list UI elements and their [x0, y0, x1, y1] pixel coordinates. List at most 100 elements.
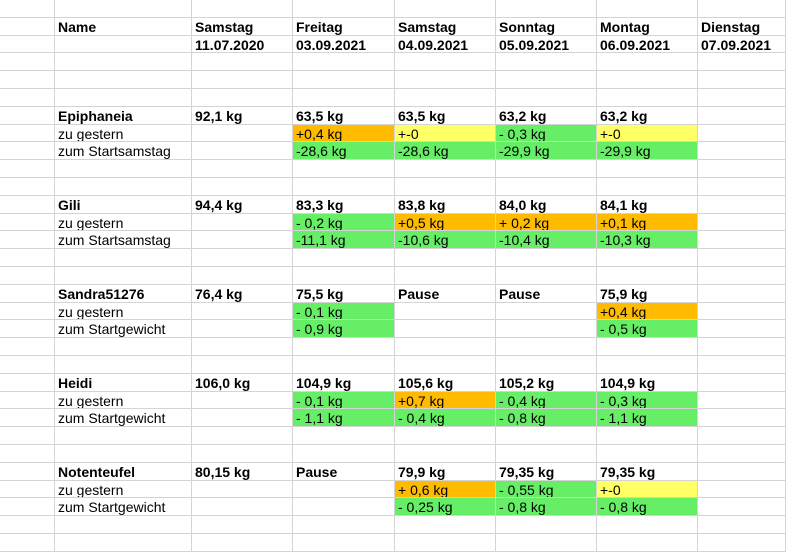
empty-cell[interactable] [395, 160, 496, 178]
weight-value[interactable] [698, 285, 786, 303]
empty-cell[interactable] [395, 445, 496, 463]
empty-cell[interactable] [698, 338, 786, 356]
weight-value[interactable]: 63,2 kg [496, 107, 597, 125]
header-day[interactable]: Freitag [293, 18, 395, 36]
weight-value[interactable]: 63,5 kg [293, 107, 395, 125]
empty-cell[interactable] [0, 160, 55, 178]
empty-cell[interactable] [698, 427, 786, 445]
empty-cell[interactable] [192, 0, 293, 18]
weight-value[interactable]: 105,6 kg [395, 374, 496, 392]
empty-cell[interactable] [597, 534, 698, 552]
start-weight[interactable]: 106,0 kg [192, 374, 293, 392]
total-value[interactable] [698, 409, 786, 427]
empty-cell[interactable] [597, 178, 698, 196]
header-name-label[interactable]: Name [55, 18, 192, 36]
header-day[interactable]: Sonntag [496, 18, 597, 36]
empty-cell[interactable] [55, 89, 192, 107]
empty-cell[interactable] [496, 249, 597, 267]
empty-cell[interactable] [0, 516, 55, 534]
empty-cell[interactable] [496, 71, 597, 89]
total-value[interactable] [698, 231, 786, 249]
row-label-zu-gestern[interactable]: zu gestern [55, 125, 192, 142]
empty-cell[interactable] [192, 125, 293, 142]
empty-cell[interactable] [55, 534, 192, 552]
total-value[interactable]: -28,6 kg [293, 142, 395, 160]
empty-cell[interactable] [293, 160, 395, 178]
weight-value[interactable]: 79,35 kg [597, 463, 698, 481]
total-value[interactable]: - 1,1 kg [293, 409, 395, 427]
empty-cell[interactable] [0, 231, 55, 249]
weight-value[interactable]: 104,9 kg [597, 374, 698, 392]
weight-value[interactable]: 83,8 kg [395, 196, 496, 214]
delta-value[interactable] [395, 303, 496, 320]
empty-cell[interactable] [55, 0, 192, 18]
empty-cell[interactable] [698, 71, 786, 89]
empty-cell[interactable] [0, 18, 55, 36]
total-value[interactable]: -10,6 kg [395, 231, 496, 249]
participant-name[interactable]: Gili [55, 196, 192, 214]
empty-cell[interactable] [293, 427, 395, 445]
empty-cell[interactable] [0, 0, 55, 18]
empty-cell[interactable] [55, 338, 192, 356]
empty-cell[interactable] [698, 356, 786, 374]
delta-value[interactable]: - 0,1 kg [293, 303, 395, 320]
header-day[interactable]: Samstag [395, 18, 496, 36]
empty-cell[interactable] [55, 53, 192, 71]
row-label-total[interactable]: zum Startgewicht [55, 498, 192, 516]
empty-cell[interactable] [293, 534, 395, 552]
empty-cell[interactable] [698, 516, 786, 534]
empty-cell[interactable] [395, 178, 496, 196]
empty-cell[interactable] [0, 178, 55, 196]
empty-cell[interactable] [55, 36, 192, 53]
empty-cell[interactable] [0, 125, 55, 142]
delta-value[interactable]: +0,7 kg [395, 392, 496, 409]
header-date[interactable]: 07.09.2021 [698, 36, 786, 53]
empty-cell[interactable] [0, 285, 55, 303]
empty-cell[interactable] [293, 516, 395, 534]
total-value[interactable] [698, 498, 786, 516]
empty-cell[interactable] [293, 178, 395, 196]
empty-cell[interactable] [0, 427, 55, 445]
empty-cell[interactable] [55, 427, 192, 445]
empty-cell[interactable] [496, 53, 597, 71]
empty-cell[interactable] [395, 427, 496, 445]
total-value[interactable]: -29,9 kg [597, 142, 698, 160]
empty-cell[interactable] [698, 534, 786, 552]
empty-cell[interactable] [192, 320, 293, 338]
empty-cell[interactable] [0, 409, 55, 427]
total-value[interactable]: - 0,4 kg [395, 409, 496, 427]
total-value[interactable]: - 0,9 kg [293, 320, 395, 338]
empty-cell[interactable] [496, 0, 597, 18]
empty-cell[interactable] [496, 356, 597, 374]
empty-cell[interactable] [395, 71, 496, 89]
empty-cell[interactable] [192, 53, 293, 71]
weight-value[interactable]: 83,3 kg [293, 196, 395, 214]
empty-cell[interactable] [293, 356, 395, 374]
empty-cell[interactable] [698, 89, 786, 107]
weight-value[interactable]: 84,1 kg [597, 196, 698, 214]
row-label-total[interactable]: zum Startgewicht [55, 320, 192, 338]
weight-value[interactable]: 105,2 kg [496, 374, 597, 392]
empty-cell[interactable] [597, 71, 698, 89]
empty-cell[interactable] [496, 178, 597, 196]
row-label-total[interactable]: zum Startsamstag [55, 231, 192, 249]
empty-cell[interactable] [0, 196, 55, 214]
delta-value[interactable]: +0,1 kg [597, 214, 698, 231]
empty-cell[interactable] [0, 463, 55, 481]
empty-cell[interactable] [597, 516, 698, 534]
total-value[interactable]: - 0,8 kg [496, 409, 597, 427]
empty-cell[interactable] [597, 427, 698, 445]
delta-value[interactable]: +-0 [597, 481, 698, 498]
delta-value[interactable]: - 0,2 kg [293, 214, 395, 231]
delta-value[interactable] [698, 214, 786, 231]
header-date[interactable]: 03.09.2021 [293, 36, 395, 53]
empty-cell[interactable] [395, 249, 496, 267]
weight-value[interactable] [698, 107, 786, 125]
start-weight[interactable]: 92,1 kg [192, 107, 293, 125]
weight-value[interactable]: 75,5 kg [293, 285, 395, 303]
delta-value[interactable] [698, 125, 786, 142]
header-date[interactable]: 05.09.2021 [496, 36, 597, 53]
total-value[interactable]: - 0,8 kg [597, 498, 698, 516]
empty-cell[interactable] [0, 534, 55, 552]
weight-value[interactable]: 63,5 kg [395, 107, 496, 125]
